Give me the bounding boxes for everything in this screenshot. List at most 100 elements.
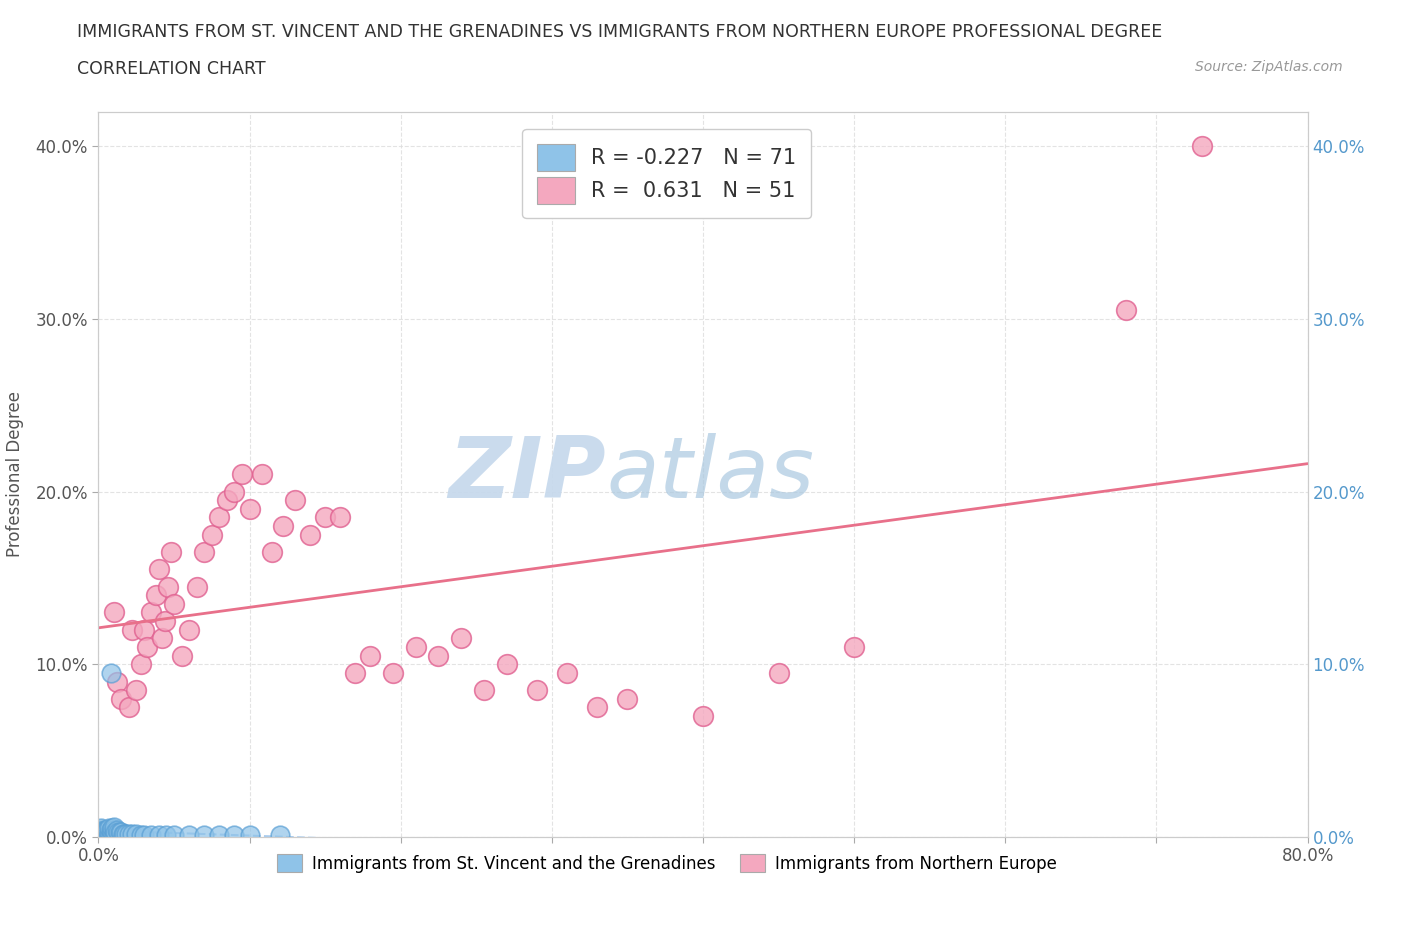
Point bbox=[93, 828, 115, 843]
Point bbox=[103, 826, 125, 841]
Point bbox=[555, 666, 578, 681]
Point bbox=[844, 640, 866, 655]
Point bbox=[107, 824, 129, 839]
Point bbox=[94, 828, 117, 843]
Point bbox=[526, 683, 548, 698]
Point bbox=[155, 828, 177, 843]
Text: ZIP: ZIP bbox=[449, 432, 606, 516]
Point bbox=[692, 709, 714, 724]
Point bbox=[224, 828, 246, 843]
Point bbox=[160, 545, 183, 560]
Point bbox=[193, 545, 215, 560]
Point bbox=[91, 824, 114, 839]
Point bbox=[89, 830, 111, 844]
Point bbox=[141, 828, 163, 843]
Point bbox=[89, 828, 111, 843]
Point bbox=[1191, 139, 1213, 153]
Point bbox=[269, 828, 291, 843]
Point bbox=[93, 826, 115, 841]
Point bbox=[89, 830, 111, 844]
Point bbox=[360, 648, 382, 663]
Point bbox=[299, 527, 322, 542]
Point bbox=[101, 824, 124, 839]
Point bbox=[125, 826, 148, 841]
Point bbox=[156, 579, 179, 594]
Point bbox=[89, 828, 111, 843]
Point bbox=[89, 828, 111, 843]
Point bbox=[91, 826, 114, 841]
Point bbox=[163, 828, 186, 843]
Point bbox=[135, 640, 157, 655]
Point bbox=[1115, 303, 1137, 318]
Point bbox=[90, 828, 112, 843]
Point bbox=[586, 700, 609, 715]
Point bbox=[90, 830, 112, 844]
Point bbox=[208, 828, 231, 843]
Point bbox=[93, 823, 115, 838]
Point bbox=[89, 830, 111, 844]
Point bbox=[208, 510, 231, 525]
Point bbox=[100, 826, 122, 841]
Point bbox=[96, 826, 118, 841]
Point bbox=[141, 605, 163, 620]
Point bbox=[96, 824, 118, 839]
Point bbox=[186, 579, 208, 594]
Point bbox=[314, 510, 336, 525]
Point bbox=[231, 467, 253, 482]
Point bbox=[118, 826, 141, 841]
Point bbox=[616, 691, 638, 706]
Point bbox=[129, 828, 152, 843]
Point bbox=[90, 824, 112, 839]
Point bbox=[224, 485, 246, 499]
Point bbox=[90, 826, 112, 841]
Point bbox=[427, 648, 450, 663]
Point bbox=[90, 826, 112, 841]
Point bbox=[100, 666, 122, 681]
Point bbox=[129, 657, 152, 671]
Point bbox=[132, 622, 155, 637]
Text: CORRELATION CHART: CORRELATION CHART bbox=[77, 60, 266, 78]
Point bbox=[104, 824, 127, 839]
Point bbox=[103, 823, 125, 838]
Point bbox=[105, 674, 128, 689]
Point bbox=[114, 826, 136, 841]
Point bbox=[108, 824, 131, 839]
Point bbox=[101, 821, 124, 836]
Point bbox=[89, 830, 111, 844]
Point bbox=[284, 493, 307, 508]
Point bbox=[150, 631, 173, 645]
Point bbox=[103, 819, 125, 834]
Point bbox=[193, 828, 215, 843]
Point bbox=[90, 824, 112, 839]
Point bbox=[405, 640, 427, 655]
Point bbox=[768, 666, 790, 681]
Point bbox=[98, 826, 121, 841]
Legend: Immigrants from St. Vincent and the Grenadines, Immigrants from Northern Europe: Immigrants from St. Vincent and the Gren… bbox=[270, 847, 1063, 880]
Point bbox=[145, 588, 167, 603]
Point bbox=[344, 666, 367, 681]
Point bbox=[153, 614, 176, 629]
Point bbox=[495, 657, 517, 671]
Point bbox=[179, 828, 201, 843]
Text: IMMIGRANTS FROM ST. VINCENT AND THE GRENADINES VS IMMIGRANTS FROM NORTHERN EUROP: IMMIGRANTS FROM ST. VINCENT AND THE GREN… bbox=[77, 23, 1163, 41]
Point bbox=[121, 826, 143, 841]
Point bbox=[98, 824, 121, 839]
Point bbox=[93, 824, 115, 839]
Point bbox=[239, 501, 262, 516]
Point bbox=[170, 648, 193, 663]
Text: atlas: atlas bbox=[606, 432, 814, 516]
Point bbox=[98, 821, 121, 836]
Point bbox=[148, 562, 170, 577]
Point bbox=[100, 823, 122, 838]
Point bbox=[239, 828, 262, 843]
Point bbox=[125, 683, 148, 698]
Point bbox=[450, 631, 472, 645]
Point bbox=[329, 510, 352, 525]
Point bbox=[93, 826, 115, 841]
Point bbox=[132, 828, 155, 843]
Point bbox=[179, 622, 201, 637]
Point bbox=[118, 700, 141, 715]
Point bbox=[90, 830, 112, 844]
Point bbox=[94, 826, 117, 841]
Point bbox=[250, 467, 273, 482]
